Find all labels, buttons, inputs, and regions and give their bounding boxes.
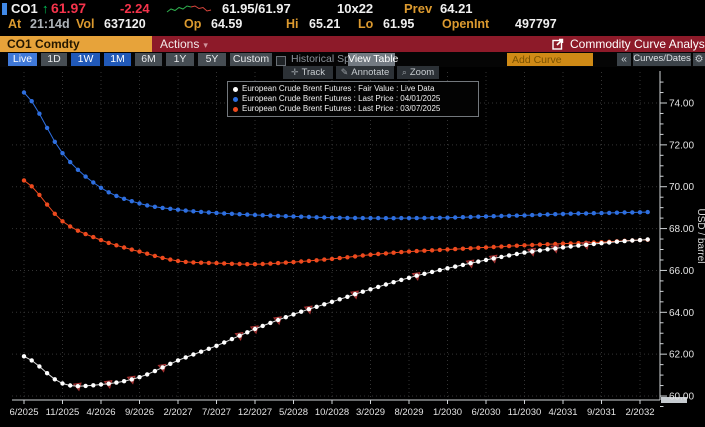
security-color-tab bbox=[2, 3, 7, 15]
svg-text:2/2027: 2/2027 bbox=[163, 407, 192, 418]
last-price: 61.97 bbox=[51, 0, 87, 16]
svg-text:8/2029: 8/2029 bbox=[394, 407, 423, 418]
range-button-1y[interactable]: 1Y bbox=[166, 53, 194, 66]
range-button-custom[interactable]: Custom bbox=[230, 53, 272, 66]
svg-text:12/2027: 12/2027 bbox=[238, 407, 272, 418]
intraday-sparkline bbox=[166, 5, 212, 13]
curve-date-toolbar: Live 1D 1W 1M 6M 1Y 5Y Custom Historical Spot V… bbox=[0, 52, 705, 67]
svg-text:10/2028: 10/2028 bbox=[315, 407, 349, 418]
svg-text:9/2031: 9/2031 bbox=[587, 407, 616, 418]
series-curve-2 bbox=[21, 178, 650, 267]
svg-text:66.00: 66.00 bbox=[669, 266, 694, 277]
svg-text:11/2025: 11/2025 bbox=[46, 407, 80, 418]
svg-text:70.00: 70.00 bbox=[669, 182, 694, 193]
svg-text:60.00: 60.00 bbox=[669, 392, 694, 403]
high-label: Hi bbox=[286, 17, 299, 31]
function-title-bar: Actions▾ Commodity Curve Analysis bbox=[0, 36, 705, 52]
actions-menu[interactable]: Actions ▾ bbox=[160, 37, 208, 51]
svg-text:2/2032: 2/2032 bbox=[625, 407, 654, 418]
legend-item-1[interactable]: European Crude Brent Futures : Last Pric… bbox=[233, 94, 473, 104]
launchpad-export-icon[interactable] bbox=[552, 38, 564, 50]
gear-icon[interactable]: ⚙ bbox=[693, 53, 705, 66]
tick-up-arrow-icon: ↑ bbox=[42, 1, 49, 16]
svg-text:64.00: 64.00 bbox=[669, 308, 694, 319]
series-curve-0 bbox=[21, 237, 650, 389]
chevron-down-icon: ▾ bbox=[203, 40, 208, 50]
openint-label: OpenInt bbox=[442, 17, 490, 31]
at-label: At bbox=[8, 17, 22, 31]
at-time: 21:14d bbox=[30, 17, 70, 31]
svg-text:4/2031: 4/2031 bbox=[548, 407, 577, 418]
gridlines bbox=[12, 72, 659, 400]
axis-corner-block bbox=[661, 397, 687, 403]
zoom-magnifier-icon: ⌕ bbox=[401, 67, 407, 77]
range-button-5y[interactable]: 5Y bbox=[198, 53, 226, 66]
track-button[interactable]: ✛ Track bbox=[283, 66, 333, 79]
open-label: Op bbox=[184, 17, 202, 31]
legend-label: European Crude Brent Futures : Last Pric… bbox=[242, 104, 441, 113]
vol-value: 637120 bbox=[104, 17, 146, 31]
range-button-live[interactable]: Live bbox=[8, 53, 37, 66]
svg-text:3/2029: 3/2029 bbox=[356, 407, 385, 418]
svg-text:1/2030: 1/2030 bbox=[433, 407, 462, 418]
open-value: 64.59 bbox=[211, 17, 243, 31]
curves-dates-button[interactable]: Curves/Dates bbox=[633, 53, 691, 66]
svg-text:68.00: 68.00 bbox=[669, 224, 694, 235]
vol-label: Vol bbox=[76, 17, 95, 31]
ticker-symbol: CO1 bbox=[11, 1, 38, 16]
prev-label: Prev bbox=[404, 1, 433, 16]
range-button-1w[interactable]: 1W bbox=[71, 53, 100, 66]
series-curve-1 bbox=[21, 90, 650, 221]
legend-dot-icon bbox=[233, 96, 238, 102]
bid-ask-size: 10x22 bbox=[337, 1, 374, 16]
svg-text:74.00: 74.00 bbox=[669, 99, 694, 110]
chart-legend: European Crude Brent Futures : Fair Valu… bbox=[227, 81, 479, 117]
range-button-6m[interactable]: 6M bbox=[135, 53, 162, 66]
svg-text:6/2025: 6/2025 bbox=[9, 407, 38, 418]
historical-spot-checkbox[interactable] bbox=[276, 56, 286, 66]
collapse-panel-button[interactable]: « bbox=[617, 53, 631, 66]
event-markers bbox=[72, 241, 590, 392]
svg-text:5/2028: 5/2028 bbox=[279, 407, 308, 418]
axes bbox=[12, 71, 687, 407]
range-button-1d[interactable]: 1D bbox=[41, 53, 67, 66]
zoom-button[interactable]: ⌕ Zoom bbox=[397, 66, 439, 79]
low-value: 61.95 bbox=[383, 17, 415, 31]
low-label: Lo bbox=[358, 17, 374, 31]
legend-label: European Crude Brent Futures : Fair Valu… bbox=[242, 84, 435, 93]
svg-text:7/2027: 7/2027 bbox=[202, 407, 231, 418]
track-icon: ✛ bbox=[291, 67, 299, 77]
historical-spot-label: Historical Spot bbox=[291, 53, 359, 65]
y-axis-title: USD / barrel bbox=[695, 208, 705, 263]
legend-item-0[interactable]: European Crude Brent Futures : Fair Valu… bbox=[233, 84, 473, 94]
openint-value: 497797 bbox=[515, 17, 557, 31]
app-title: Commodity Curve Analysis bbox=[570, 37, 705, 51]
security-input[interactable] bbox=[0, 36, 152, 52]
svg-text:9/2026: 9/2026 bbox=[125, 407, 154, 418]
view-table-button[interactable]: View Table bbox=[348, 53, 399, 66]
legend-item-2[interactable]: European Crude Brent Futures : Last Pric… bbox=[233, 104, 473, 114]
svg-text:11/2030: 11/2030 bbox=[508, 407, 542, 418]
legend-dot-icon bbox=[233, 106, 238, 112]
svg-text:6/2030: 6/2030 bbox=[471, 407, 500, 418]
svg-text:62.00: 62.00 bbox=[669, 350, 694, 361]
svg-text:72.00: 72.00 bbox=[669, 140, 694, 151]
net-change: -2.24 bbox=[120, 1, 150, 16]
prev-value: 64.21 bbox=[440, 1, 473, 16]
bid-ask: 61.95/61.97 bbox=[222, 1, 291, 16]
high-value: 65.21 bbox=[309, 17, 341, 31]
add-curve-input[interactable] bbox=[507, 53, 593, 66]
annotate-button[interactable]: ✎ Annotate bbox=[336, 66, 394, 79]
range-button-1m[interactable]: 1M bbox=[104, 53, 131, 66]
futures-curve-chart: 60.00 62.00 64.00 66.00 68.00 70.00 72.00 74.00… bbox=[9, 71, 705, 418]
annotate-pencil-icon: ✎ bbox=[340, 67, 349, 77]
svg-text:4/2026: 4/2026 bbox=[86, 407, 115, 418]
legend-label: European Crude Brent Futures : Last Pric… bbox=[242, 94, 441, 103]
legend-dot-icon bbox=[233, 86, 238, 92]
